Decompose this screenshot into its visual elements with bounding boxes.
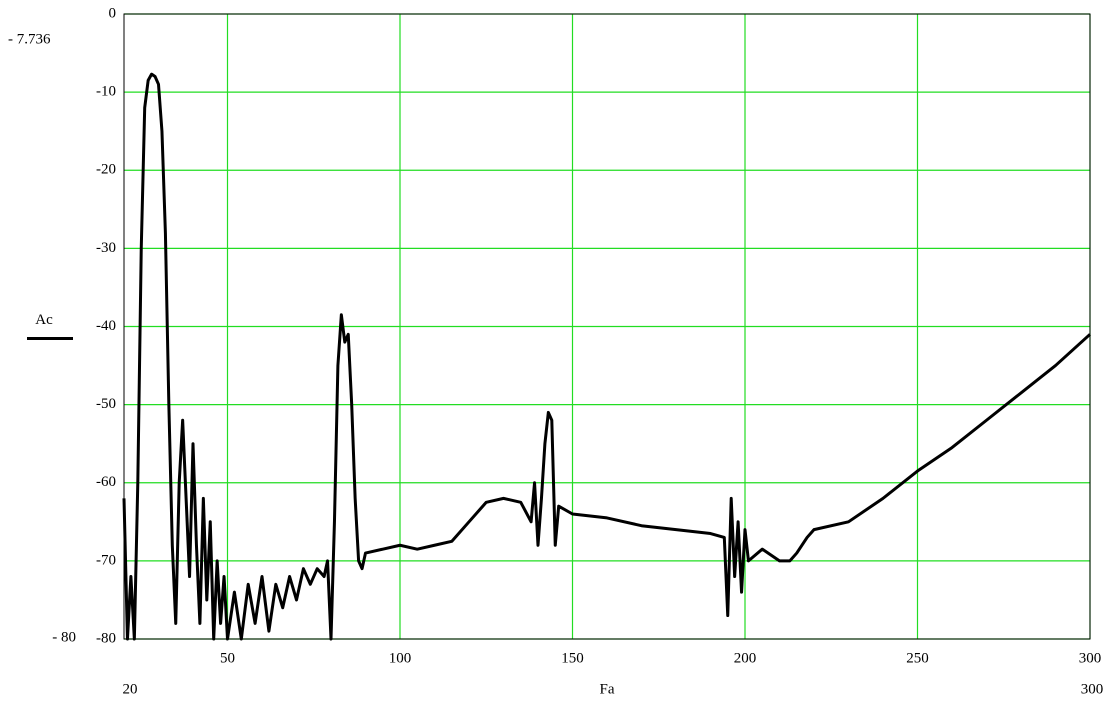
x-tick-label: 250 <box>906 650 929 666</box>
x-tick-label: 200 <box>734 650 757 666</box>
y-tick-label: 0 <box>109 5 117 21</box>
x-tick-label: 50 <box>220 650 235 666</box>
x-tick-label: 300 <box>1079 650 1102 666</box>
x-axis-label: Fa <box>600 681 615 697</box>
plot-frame <box>123 13 1091 640</box>
y-tick-label: -20 <box>96 162 116 178</box>
y-bottom-limit-label: - 80 <box>52 629 76 645</box>
y-tick-label: -10 <box>96 84 116 100</box>
legend-label: Ac <box>35 312 53 328</box>
x-tick-label: 150 <box>561 650 584 666</box>
y-tick-label: -50 <box>96 396 116 412</box>
y-tick-label: -60 <box>96 474 116 490</box>
y-tick-label: -40 <box>96 318 116 334</box>
data-line <box>122 72 1092 641</box>
x-right-limit-label: 300 <box>1081 681 1104 697</box>
y-tick-label: -80 <box>96 630 116 646</box>
x-tick-label: 100 <box>389 650 412 666</box>
y-tick-label: -30 <box>96 240 116 256</box>
x-left-limit-label: 20 <box>123 681 138 697</box>
y-top-limit-label: - 7.736 <box>8 31 51 47</box>
y-tick-label: -70 <box>96 552 116 568</box>
